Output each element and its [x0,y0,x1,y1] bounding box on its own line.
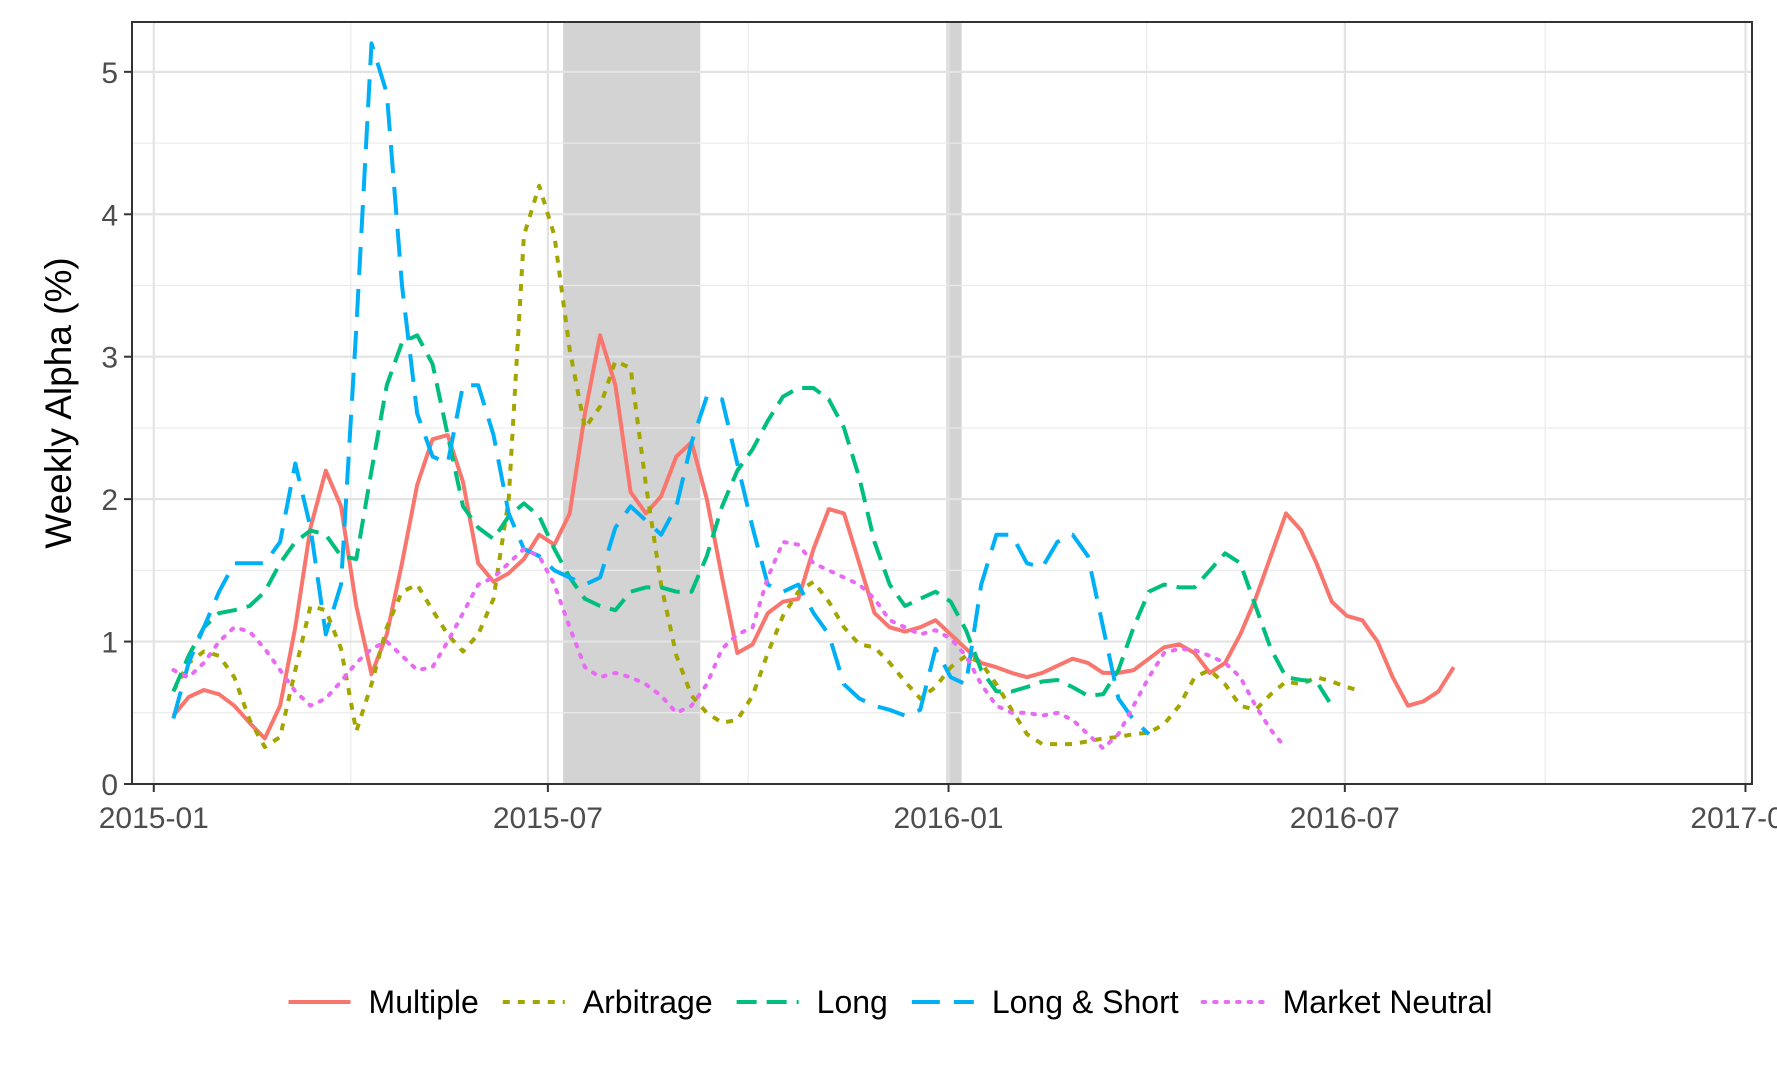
series-line-long [171,333,1334,707]
shaded-region-2 [946,22,962,784]
x-tick-label: 2015-07 [493,802,603,835]
x-tick-label: 2016-01 [893,802,1003,835]
x-tick-label: 2017-01 [1690,802,1777,835]
plot-border [131,21,1753,785]
x-tick-label: 2015-01 [99,802,209,835]
legend-label-arbitrage: Arbitrage [583,984,713,1020]
legend-item-arbitrage: Arbitrage [502,984,713,1020]
legend-item-market-neutral: Market Neutral [1200,984,1493,1020]
series-line-multiple [171,333,1456,741]
legend-item-long-short: Long & Short [911,984,1179,1020]
x-tick-label: 2016-07 [1290,802,1400,835]
legend-label-long-short: Long & Short [992,984,1179,1020]
legend: Multiple Arbitrage Long Long & Short Market … [288,984,1493,1020]
legend-label-long: Long [817,984,888,1020]
legend-label-multiple: Multiple [369,984,479,1020]
y-tick-label: 3 [101,342,118,375]
y-tick-label: 4 [101,199,118,232]
y-axis-title: Weekly Alpha (%) [38,257,79,548]
plot-background [132,22,1752,784]
series-line-arbitrage [171,183,1363,749]
series-lines [171,41,1456,751]
legend-label-market-neutral: Market Neutral [1283,984,1493,1020]
y-tick-label: 1 [101,627,118,660]
y-tick-label: 5 [101,57,118,90]
series-line-market-neutral [171,539,1288,751]
plot-area [132,22,1752,784]
y-tick-label: 0 [101,769,118,802]
axes: 0 1 2 3 4 5 2015-01 2015-07 2016-01 2016-07 2017-0… [99,21,1777,835]
legend-item-long: Long [736,984,888,1020]
y-tick-label: 2 [101,484,118,517]
legend-item-multiple: Multiple [288,984,479,1020]
series-line-long-short [171,41,1151,736]
